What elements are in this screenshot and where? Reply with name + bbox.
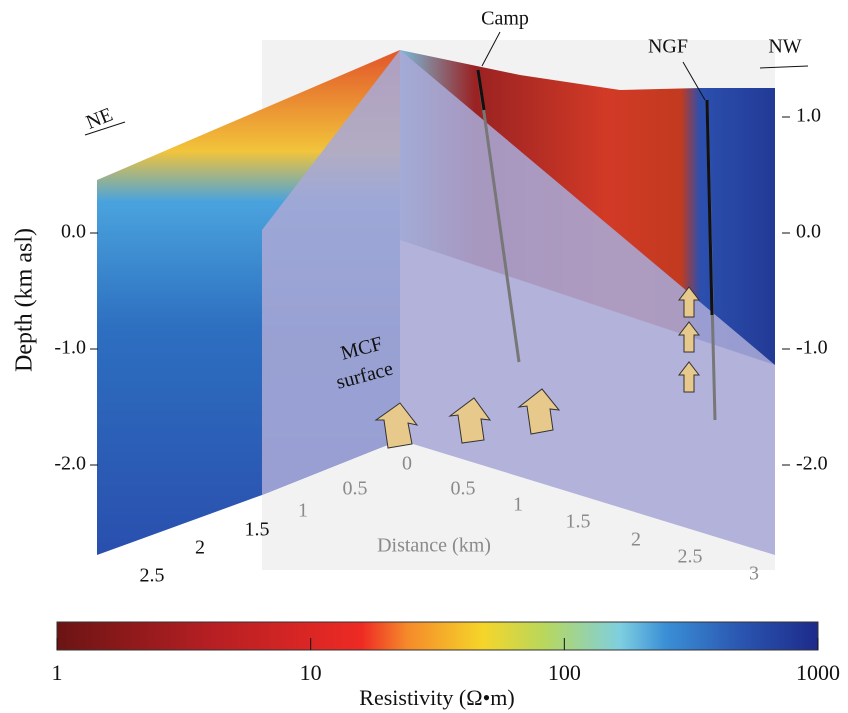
distance-tick-label: 2.5 bbox=[140, 565, 165, 587]
camp-well-top bbox=[476, 69, 486, 111]
arrow bbox=[374, 402, 419, 449]
distance-tick-label: 2 bbox=[195, 537, 205, 559]
ngf-label: NGF bbox=[648, 36, 688, 58]
distance-tick-label: 0.5 bbox=[343, 478, 368, 500]
camp-label: Camp bbox=[481, 8, 529, 30]
distance-tick-label: 0 bbox=[402, 453, 412, 475]
colorbar-tick-label: 1 bbox=[52, 660, 63, 685]
distance-tick-label: 1.5 bbox=[566, 511, 591, 533]
distance-tick-label: 1.5 bbox=[245, 519, 270, 541]
depth-tick-label: 0.0 bbox=[61, 221, 86, 243]
arrow bbox=[677, 286, 701, 318]
colorbar-tick-label: 10 bbox=[300, 660, 322, 685]
nw-arrow bbox=[759, 65, 809, 69]
colorbar-tick-label: 1000 bbox=[796, 660, 840, 685]
colorbar bbox=[56, 621, 819, 651]
nw-label: NW bbox=[768, 36, 801, 58]
arrow bbox=[448, 397, 492, 444]
depth-tick-label: -2.0 bbox=[796, 453, 828, 475]
colorbar-tick-label: 100 bbox=[548, 660, 581, 685]
depth-tick-label: -1.0 bbox=[796, 337, 828, 359]
ne-arrow bbox=[84, 121, 126, 136]
distance-tick-label: 1 bbox=[298, 500, 308, 522]
depth-tick-label: -1.0 bbox=[54, 337, 86, 359]
depth-tick-label: -2.0 bbox=[54, 453, 86, 475]
camp-well bbox=[476, 69, 521, 363]
arrows bbox=[374, 286, 701, 449]
arrow bbox=[517, 388, 561, 435]
distance-tick-label: 3 bbox=[749, 563, 759, 585]
arrow bbox=[677, 321, 701, 353]
distance-tick-label: 2.5 bbox=[678, 546, 703, 568]
depth-tick-label: 1.0 bbox=[796, 105, 821, 127]
camp-pointer bbox=[481, 31, 501, 67]
depth-axis-label: Depth (km asl) bbox=[12, 228, 38, 372]
depth-tick-label: 0.0 bbox=[796, 221, 821, 243]
arrow bbox=[677, 361, 701, 393]
colorbar-label: Resistivity (Ω•m) bbox=[359, 685, 514, 710]
ne-label: NE bbox=[83, 104, 116, 134]
distance-tick-label: 1 bbox=[513, 494, 523, 516]
distance-tick-label: 2 bbox=[631, 529, 641, 551]
distance-axis-label: Distance (km) bbox=[377, 535, 491, 557]
ngf-well-top bbox=[705, 99, 714, 316]
ngf-pointer bbox=[682, 61, 706, 101]
distance-tick-label: 0.5 bbox=[451, 478, 476, 500]
